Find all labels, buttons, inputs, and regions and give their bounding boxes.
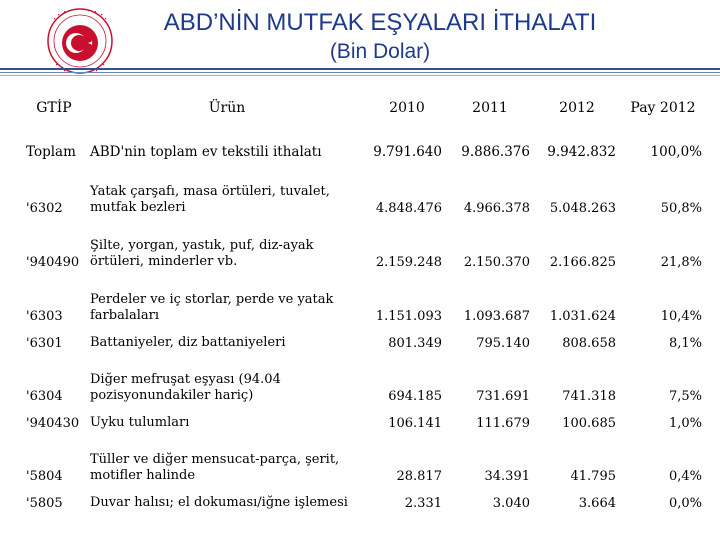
total-code: Toplam bbox=[26, 144, 76, 160]
row-2011: 731.691 bbox=[476, 389, 530, 404]
table-row: '6303 Perdeler ve iç storlar, perde ve y… bbox=[16, 276, 706, 330]
row-product: Duvar halısı; el dokuması/iğne işlemesi bbox=[86, 490, 368, 516]
row-2012: 3.664 bbox=[578, 495, 616, 511]
row-pay: 1,0% bbox=[668, 415, 702, 431]
row-product-text: Perdeler ve iç storlar, perde ve yatak f… bbox=[90, 292, 334, 323]
row-code: '6301 bbox=[26, 335, 63, 351]
row-2012: 1.031.624 bbox=[549, 309, 616, 324]
row-pay: 50,8% bbox=[660, 201, 702, 216]
row-2010: 2.159.248 bbox=[375, 255, 442, 270]
row-product: Tüller ve diğer mensucat-parça, şerit, m… bbox=[86, 436, 368, 490]
row-2012: 5.048.263 bbox=[549, 201, 616, 216]
row-pay: 0,4% bbox=[668, 469, 702, 484]
row-product: Yatak çarşafı, masa örtüleri, tuvalet, m… bbox=[86, 168, 368, 222]
row-2011: 3.040 bbox=[492, 495, 530, 511]
row-2012: 2.166.825 bbox=[549, 255, 616, 270]
row-2010: 694.185 bbox=[388, 389, 442, 404]
row-2010: 1.151.093 bbox=[375, 309, 442, 324]
row-2011: 2.150.370 bbox=[463, 255, 530, 270]
row-pay: 10,4% bbox=[660, 309, 702, 324]
table-total-row: Toplam ABD'nin toplam ev tekstili ithala… bbox=[16, 136, 706, 168]
row-product-text: Şilte, yorgan, yastık, puf, diz-ayak ört… bbox=[90, 238, 314, 269]
row-code: '6304 bbox=[26, 389, 63, 404]
header-divider bbox=[0, 68, 720, 78]
table-row: '5805 Duvar halısı; el dokuması/iğne işl… bbox=[16, 490, 706, 516]
title-line-1: ABD’NİN MUTFAK EŞYALARI İTHALATI bbox=[163, 9, 597, 36]
row-2010: 801.349 bbox=[388, 335, 442, 351]
page-title: ABD’NİN MUTFAK EŞYALARI İTHALATI (Bin Do… bbox=[130, 8, 630, 65]
ministry-seal-logo bbox=[47, 8, 113, 74]
total-2012: 9.942.832 bbox=[547, 144, 616, 160]
total-pay: 100,0% bbox=[650, 144, 702, 160]
row-product: Şilte, yorgan, yastık, puf, diz-ayak ört… bbox=[86, 222, 368, 276]
row-pay: 7,5% bbox=[668, 389, 702, 404]
row-2011: 111.679 bbox=[476, 415, 530, 431]
header-2012: 2012 bbox=[559, 100, 595, 116]
table-row: '5804 Tüller ve diğer mensucat-parça, şe… bbox=[16, 436, 706, 490]
table-row: '940430 Uyku tulumları 106.141 111.679 1… bbox=[16, 410, 706, 436]
header-2010: 2010 bbox=[389, 100, 425, 116]
row-2012: 808.658 bbox=[562, 335, 616, 351]
row-pay: 21,8% bbox=[660, 255, 702, 270]
row-product-text: Yatak çarşafı, masa örtüleri, tuvalet, m… bbox=[90, 184, 330, 215]
slide-header: ABD’NİN MUTFAK EŞYALARI İTHALATI (Bin Do… bbox=[0, 0, 720, 76]
row-pay: 0,0% bbox=[668, 495, 702, 511]
total-2010: 9.791.640 bbox=[373, 144, 442, 160]
row-product: Perdeler ve iç storlar, perde ve yatak f… bbox=[86, 276, 368, 330]
title-line-2: (Bin Dolar) bbox=[329, 40, 431, 63]
row-product: Uyku tulumları bbox=[86, 410, 368, 436]
row-product-text: Battaniyeler, diz battaniyeleri bbox=[90, 335, 286, 350]
row-product: Battaniyeler, diz battaniyeleri bbox=[86, 330, 368, 356]
row-2011: 1.093.687 bbox=[463, 309, 530, 324]
table-row: '940490 Şilte, yorgan, yastık, puf, diz-… bbox=[16, 222, 706, 276]
header-2011: 2011 bbox=[472, 100, 508, 116]
row-2011: 795.140 bbox=[476, 335, 530, 351]
row-code: '5805 bbox=[26, 495, 63, 511]
row-2010: 28.817 bbox=[396, 469, 443, 484]
row-product-text: Diğer mefruşat eşyası (94.04 pozisyonund… bbox=[90, 372, 281, 403]
row-2010: 106.141 bbox=[388, 415, 442, 431]
row-2012: 741.318 bbox=[562, 389, 616, 404]
row-product-text: Tüller ve diğer mensucat-parça, şerit, m… bbox=[90, 452, 340, 483]
total-product: ABD'nin toplam ev tekstili ithalatı bbox=[90, 144, 322, 160]
row-code: '940490 bbox=[26, 255, 80, 270]
header-gtip: GTİP bbox=[36, 100, 72, 116]
table-header-row: GTİP Ürün 2010 2011 2012 Pay 2012 bbox=[16, 80, 706, 136]
row-2012: 100.685 bbox=[562, 415, 616, 431]
import-table: GTİP Ürün 2010 2011 2012 Pay 2012 Toplam… bbox=[16, 80, 706, 516]
row-code: '5804 bbox=[26, 469, 63, 484]
table-row: '6304 Diğer mefruşat eşyası (94.04 pozis… bbox=[16, 356, 706, 410]
row-2011: 4.966.378 bbox=[463, 201, 530, 216]
row-pay: 8,1% bbox=[668, 335, 702, 351]
row-2011: 34.391 bbox=[484, 469, 531, 484]
row-2010: 4.848.476 bbox=[375, 201, 442, 216]
total-2011: 9.886.376 bbox=[461, 144, 530, 160]
row-code: '6302 bbox=[26, 201, 63, 216]
header-product: Ürün bbox=[208, 100, 246, 116]
row-product: Diğer mefruşat eşyası (94.04 pozisyonund… bbox=[86, 356, 368, 410]
row-product-text: Duvar halısı; el dokuması/iğne işlemesi bbox=[90, 495, 348, 510]
row-2012: 41.795 bbox=[570, 469, 617, 484]
row-2010: 2.331 bbox=[404, 495, 442, 511]
table-row: '6301 Battaniyeler, diz battaniyeleri 80… bbox=[16, 330, 706, 356]
header-pay-2012: Pay 2012 bbox=[630, 100, 696, 116]
table-row: '6302 Yatak çarşafı, masa örtüleri, tuva… bbox=[16, 168, 706, 222]
row-product-text: Uyku tulumları bbox=[90, 415, 190, 430]
row-code: '6303 bbox=[26, 309, 63, 324]
row-code: '940430 bbox=[26, 415, 80, 431]
